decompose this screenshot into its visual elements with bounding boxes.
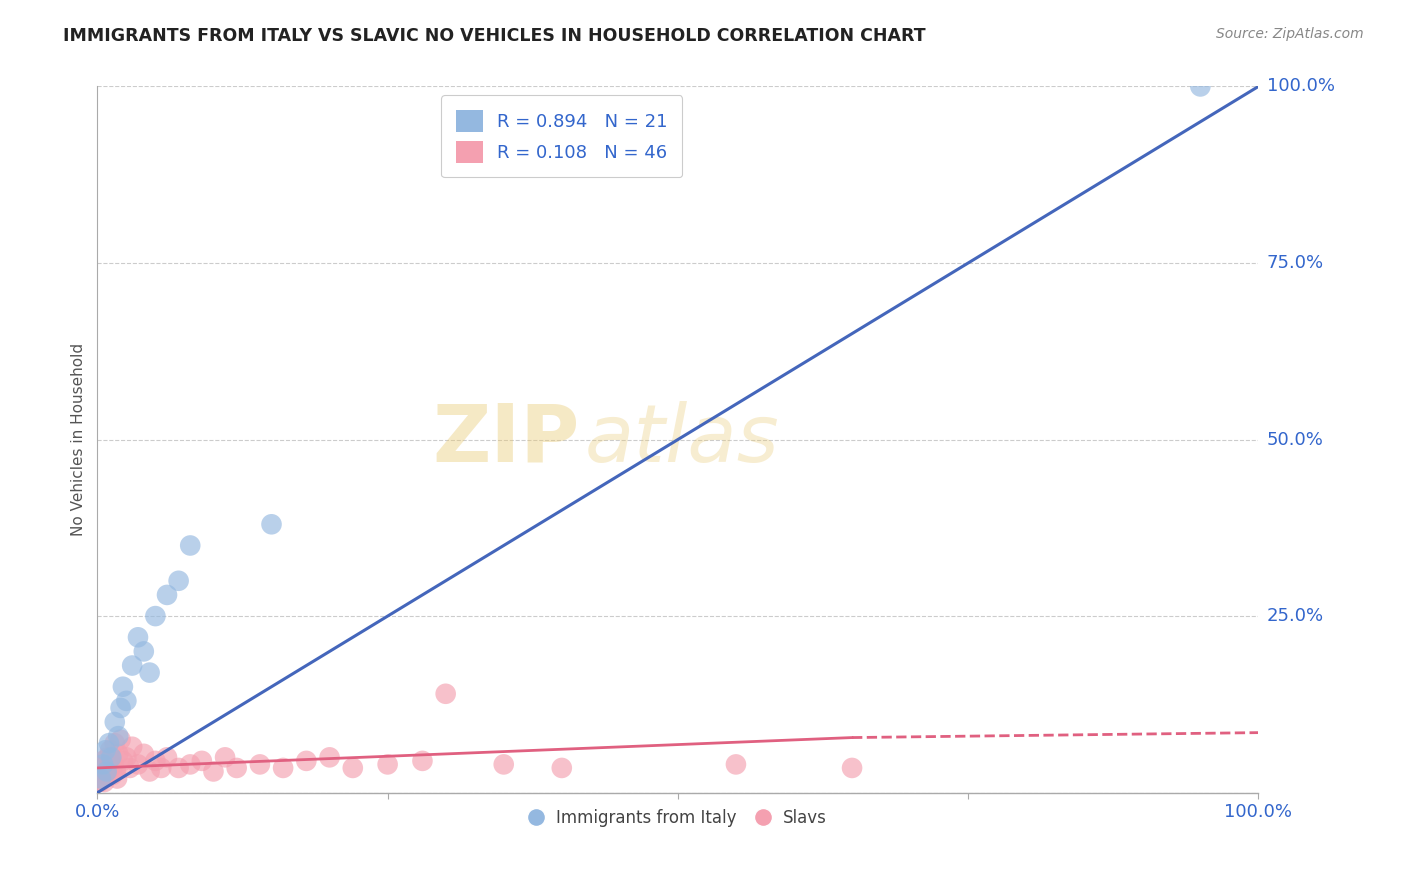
Point bbox=[121, 739, 143, 754]
Point bbox=[138, 665, 160, 680]
Point bbox=[249, 757, 271, 772]
Point bbox=[295, 754, 318, 768]
Point bbox=[132, 644, 155, 658]
Point bbox=[103, 757, 125, 772]
Point bbox=[551, 761, 574, 775]
Text: Source: ZipAtlas.com: Source: ZipAtlas.com bbox=[1216, 27, 1364, 41]
Point bbox=[841, 761, 863, 775]
Point bbox=[89, 775, 111, 789]
Point bbox=[97, 736, 120, 750]
Point bbox=[107, 729, 129, 743]
Point bbox=[127, 757, 149, 772]
Point bbox=[342, 761, 364, 775]
Y-axis label: No Vehicles in Household: No Vehicles in Household bbox=[72, 343, 86, 536]
Point bbox=[150, 761, 173, 775]
Point bbox=[145, 754, 167, 768]
Point bbox=[94, 764, 117, 779]
Point bbox=[121, 658, 143, 673]
Point bbox=[214, 750, 236, 764]
Point bbox=[411, 754, 433, 768]
Point bbox=[94, 743, 117, 757]
Point bbox=[107, 747, 129, 761]
Point bbox=[100, 750, 122, 764]
Legend: Immigrants from Italy, Slavs: Immigrants from Italy, Slavs bbox=[523, 803, 834, 834]
Point bbox=[202, 764, 225, 779]
Point bbox=[104, 764, 127, 779]
Point bbox=[167, 761, 190, 775]
Point bbox=[156, 588, 179, 602]
Point bbox=[145, 609, 167, 624]
Point bbox=[115, 750, 138, 764]
Point bbox=[260, 517, 283, 532]
Point bbox=[97, 750, 120, 764]
Text: 25.0%: 25.0% bbox=[1267, 607, 1324, 625]
Point bbox=[96, 764, 118, 779]
Point bbox=[156, 750, 179, 764]
Text: ZIP: ZIP bbox=[432, 401, 579, 478]
Text: 100.0%: 100.0% bbox=[1267, 78, 1334, 95]
Text: 75.0%: 75.0% bbox=[1267, 254, 1324, 272]
Point bbox=[318, 750, 340, 764]
Point bbox=[90, 772, 112, 786]
Text: atlas: atlas bbox=[585, 401, 780, 478]
Point bbox=[91, 772, 114, 786]
Point bbox=[179, 757, 201, 772]
Point bbox=[101, 768, 124, 782]
Point bbox=[115, 694, 138, 708]
Point bbox=[110, 732, 132, 747]
Point bbox=[492, 757, 515, 772]
Point bbox=[96, 768, 118, 782]
Point bbox=[111, 680, 134, 694]
Text: 50.0%: 50.0% bbox=[1267, 431, 1323, 449]
Point bbox=[90, 761, 112, 775]
Point bbox=[179, 539, 201, 553]
Point bbox=[111, 754, 134, 768]
Point bbox=[377, 757, 399, 772]
Point bbox=[1189, 79, 1212, 94]
Point bbox=[93, 775, 115, 789]
Point bbox=[225, 761, 247, 775]
Point bbox=[104, 714, 127, 729]
Point bbox=[118, 761, 141, 775]
Point bbox=[434, 687, 457, 701]
Point bbox=[97, 757, 120, 772]
Point bbox=[127, 630, 149, 644]
Point bbox=[271, 761, 294, 775]
Point bbox=[167, 574, 190, 588]
Point bbox=[91, 757, 114, 772]
Point bbox=[724, 757, 747, 772]
Point bbox=[91, 754, 114, 768]
Point bbox=[105, 772, 128, 786]
Text: IMMIGRANTS FROM ITALY VS SLAVIC NO VEHICLES IN HOUSEHOLD CORRELATION CHART: IMMIGRANTS FROM ITALY VS SLAVIC NO VEHIC… bbox=[63, 27, 927, 45]
Point bbox=[110, 701, 132, 715]
Point bbox=[138, 764, 160, 779]
Point bbox=[98, 743, 121, 757]
Point bbox=[132, 747, 155, 761]
Point bbox=[100, 761, 122, 775]
Point bbox=[191, 754, 214, 768]
Point bbox=[104, 736, 127, 750]
